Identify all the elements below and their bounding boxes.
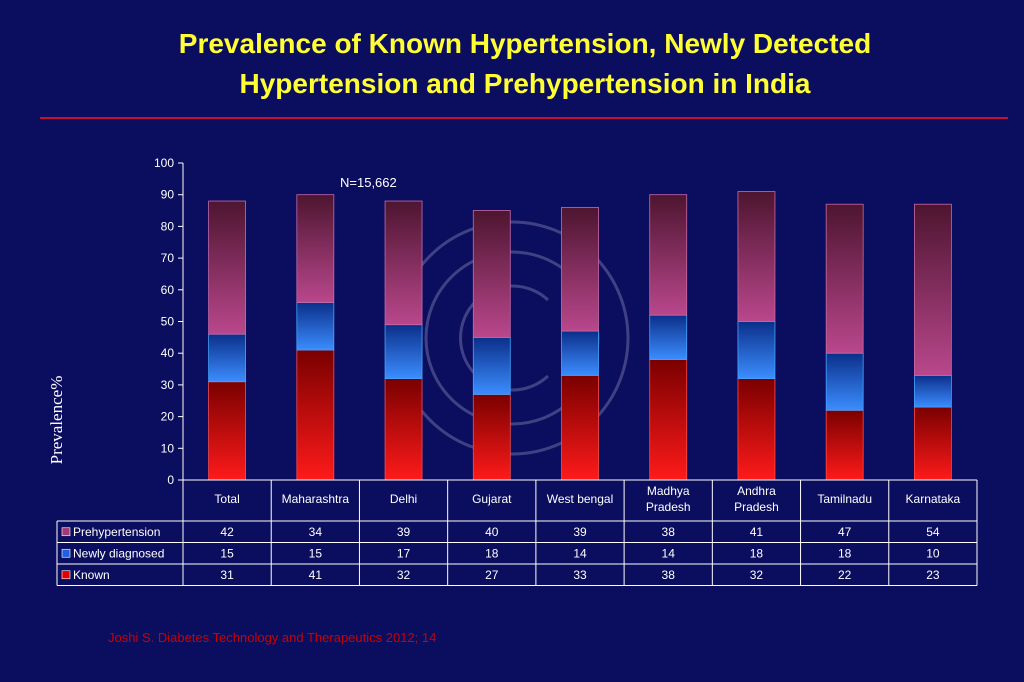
table-cell-value: 33 <box>573 568 587 582</box>
bar-known <box>296 349 335 481</box>
title-divider <box>40 117 1008 119</box>
table-cell-value: 10 <box>926 546 940 560</box>
y-tick-label: 40 <box>161 346 175 360</box>
table-cell-value: 22 <box>838 568 852 582</box>
y-tick-label: 10 <box>161 441 175 455</box>
x-category-label-line1: Andhra <box>737 484 776 498</box>
table-cell-value: 40 <box>485 525 499 539</box>
y-axis-label: Prevalence% <box>47 376 66 465</box>
table-cell-value: 27 <box>485 568 499 582</box>
bar-prehypertension <box>825 203 864 354</box>
table-cell-value: 38 <box>662 525 676 539</box>
table-cell-value: 39 <box>573 525 587 539</box>
bar-known <box>649 359 688 481</box>
x-category-label: Total <box>214 492 239 506</box>
y-tick-label: 20 <box>161 410 175 424</box>
bar-newly-diagnosed <box>384 324 423 379</box>
table-cell-value: 18 <box>485 546 499 560</box>
bar-newly-diagnosed <box>296 302 335 351</box>
x-category-label: Maharashtra <box>282 492 350 506</box>
bar-prehypertension <box>472 210 511 338</box>
bar-newly-diagnosed <box>561 330 599 376</box>
citation: Joshi S. Diabetes Technology and Therape… <box>108 630 437 645</box>
bar-known <box>825 409 864 481</box>
y-tick-label: 70 <box>161 251 175 265</box>
y-tick-label: 100 <box>154 156 174 170</box>
y-tick-label: 50 <box>161 315 175 329</box>
bar-newly-diagnosed <box>913 374 952 408</box>
sample-size-annotation: N=15,662 <box>340 175 397 190</box>
bar-prehypertension <box>913 203 952 376</box>
x-category-label: Tamilnadu <box>817 492 872 506</box>
y-tick-label: 90 <box>161 188 175 202</box>
x-category-label: West bengal <box>547 492 614 506</box>
bar-prehypertension <box>384 200 423 326</box>
legend-swatch <box>61 548 71 558</box>
table-cell-value: 31 <box>220 568 234 582</box>
bar-prehypertension <box>296 194 335 303</box>
table-cell-value: 54 <box>926 525 940 539</box>
bar-prehypertension <box>208 200 247 335</box>
y-tick-label: 80 <box>161 219 175 233</box>
legend-label: Known <box>73 568 110 582</box>
table-cell-value: 17 <box>397 546 411 560</box>
x-category-label: Gujarat <box>472 492 512 506</box>
slide-title: Prevalence of Known Hypertension, Newly … <box>40 24 1010 104</box>
bar-known <box>208 381 247 481</box>
table-cell-value: 41 <box>309 568 323 582</box>
table-cell-value: 47 <box>838 525 852 539</box>
table-cell-value: 42 <box>220 525 234 539</box>
bar-newly-diagnosed <box>825 352 864 411</box>
y-tick-label: 30 <box>161 378 175 392</box>
bar-known <box>561 374 599 481</box>
bar-prehypertension <box>737 191 776 322</box>
table-cell-value: 41 <box>750 525 764 539</box>
table-cell-value: 14 <box>573 546 587 560</box>
x-category-label-line2: Pradesh <box>646 500 691 514</box>
table-cell-value: 15 <box>309 546 323 560</box>
x-category-label: Karnataka <box>906 492 961 506</box>
y-tick-label: 60 <box>161 283 175 297</box>
bar-newly-diagnosed <box>649 314 688 360</box>
bar-newly-diagnosed <box>737 321 776 379</box>
bar-prehypertension <box>561 206 599 332</box>
bar-newly-diagnosed <box>208 333 247 383</box>
x-category-label-line2: Pradesh <box>734 500 779 514</box>
y-tick-label: 0 <box>167 473 174 487</box>
x-category-label: Delhi <box>390 492 417 506</box>
bar-newly-diagnosed <box>472 336 511 395</box>
table-cell-value: 15 <box>220 546 234 560</box>
table-cell-value: 32 <box>397 568 411 582</box>
x-category-label-line1: Madhya <box>647 484 690 498</box>
table-cell-value: 39 <box>397 525 411 539</box>
table-cell-value: 23 <box>926 568 940 582</box>
bar-known <box>472 394 511 481</box>
legend-label: Newly diagnosed <box>73 546 164 560</box>
title-line-1: Prevalence of Known Hypertension, Newly … <box>178 28 872 59</box>
legend-swatch <box>61 527 71 537</box>
bar-known <box>737 378 776 481</box>
table-cell-value: 32 <box>750 568 764 582</box>
table-cell-value: 14 <box>662 546 676 560</box>
table-cell-value: 34 <box>309 525 323 539</box>
legend-swatch <box>61 570 71 580</box>
table-cell-value: 38 <box>662 568 676 582</box>
bar-prehypertension <box>649 194 688 316</box>
legend-label: Prehypertension <box>73 525 160 539</box>
table-cell-value: 18 <box>750 546 764 560</box>
title-line-2: Hypertension and Prehypertension in Indi… <box>239 68 811 99</box>
table-cell-value: 18 <box>838 546 852 560</box>
bar-known <box>913 406 952 481</box>
bar-known <box>384 378 423 481</box>
